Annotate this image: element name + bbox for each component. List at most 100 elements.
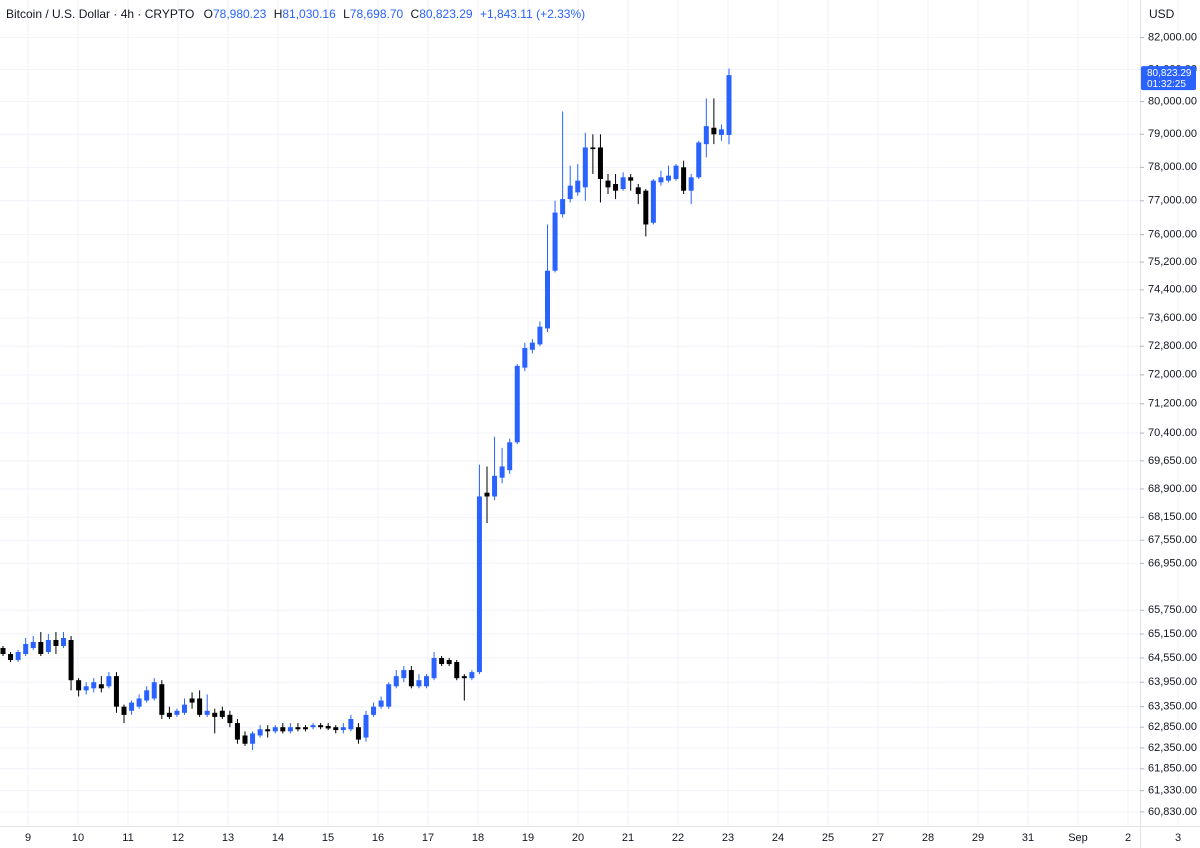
last-price-label: 80,823.29 bbox=[1147, 68, 1192, 79]
candle-body bbox=[499, 466, 505, 478]
x-tick-label: 27 bbox=[872, 832, 884, 844]
legend-label: O bbox=[204, 7, 213, 21]
y-tick-label: 69,650.00 bbox=[1148, 455, 1197, 467]
candle-body bbox=[227, 714, 233, 724]
x-tick-label: 18 bbox=[472, 832, 484, 844]
candle-body bbox=[613, 183, 619, 191]
candle-body bbox=[166, 712, 172, 717]
x-tick-label: Sep bbox=[1068, 832, 1088, 844]
y-tick-label: 72,800.00 bbox=[1148, 340, 1197, 352]
candle-body bbox=[560, 199, 566, 215]
candle-body bbox=[378, 700, 384, 707]
candle-body bbox=[295, 727, 301, 730]
candle-body bbox=[386, 684, 392, 707]
candle-body bbox=[106, 676, 112, 687]
y-tick-label: 73,600.00 bbox=[1148, 312, 1197, 324]
candle-body bbox=[522, 347, 528, 368]
candle-body bbox=[650, 180, 656, 223]
legend-label: L bbox=[343, 7, 350, 21]
candle-body bbox=[620, 177, 626, 190]
grid bbox=[0, 0, 1179, 826]
candle-body bbox=[113, 676, 119, 707]
candle-body bbox=[454, 662, 460, 679]
candle-body bbox=[333, 727, 339, 731]
candle-body bbox=[703, 126, 709, 145]
candle-body bbox=[242, 735, 248, 744]
x-tick-label: 25 bbox=[822, 832, 834, 844]
last-price-badge bbox=[1141, 66, 1196, 91]
candle-body bbox=[355, 727, 361, 740]
x-tick-label: 16 bbox=[372, 832, 384, 844]
candle-body bbox=[575, 180, 581, 193]
y-tick-label: 63,350.00 bbox=[1148, 701, 1197, 713]
x-tick-label: 17 bbox=[422, 832, 434, 844]
y-tick-label: 71,200.00 bbox=[1148, 398, 1197, 410]
candle-body bbox=[416, 680, 422, 687]
y-tick-label: 78,000.00 bbox=[1148, 161, 1197, 173]
legend-value: 80,823.29 bbox=[419, 7, 473, 21]
candle-body bbox=[673, 165, 679, 179]
candles bbox=[0, 68, 732, 750]
candle-body bbox=[597, 147, 603, 179]
candle-body bbox=[582, 147, 588, 188]
y-tick-label: 61,850.00 bbox=[1148, 763, 1197, 775]
candle-body bbox=[151, 682, 157, 699]
candle-body bbox=[628, 177, 634, 181]
candle-body bbox=[76, 680, 82, 691]
y-tick-label: 63,950.00 bbox=[1148, 676, 1197, 688]
candle-body bbox=[272, 727, 278, 732]
candle-body bbox=[643, 190, 649, 225]
x-tick-label: 29 bbox=[972, 832, 984, 844]
legend-label: C bbox=[411, 7, 420, 21]
candle-body bbox=[159, 684, 165, 715]
candle-body bbox=[144, 690, 150, 701]
candle-body bbox=[83, 686, 89, 691]
candle-body bbox=[250, 733, 256, 744]
countdown: 01:32:25 bbox=[1147, 79, 1186, 90]
y-tick-label: 82,000.00 bbox=[1148, 32, 1197, 44]
candle-body bbox=[371, 706, 377, 715]
x-tick-label: 2 bbox=[1125, 832, 1131, 844]
legend-label: H bbox=[274, 7, 283, 21]
y-tick-label: 68,150.00 bbox=[1148, 511, 1197, 523]
candle-body bbox=[424, 676, 429, 687]
candle-body bbox=[469, 672, 475, 679]
candle-body bbox=[711, 127, 717, 135]
y-tick-label: 62,350.00 bbox=[1148, 742, 1197, 754]
candle-body bbox=[98, 684, 104, 689]
candle-body bbox=[363, 714, 369, 738]
x-tick-label: 14 bbox=[272, 832, 284, 844]
axes: 82,000.0081,000.0080,000.0079,000.0078,0… bbox=[25, 32, 1197, 844]
y-tick-label: 74,400.00 bbox=[1148, 284, 1197, 296]
x-tick-label: 28 bbox=[922, 832, 934, 844]
change: +1,843.11 (+2.33%) bbox=[480, 7, 585, 21]
x-tick-label: 9 bbox=[25, 832, 31, 844]
candle-body bbox=[136, 698, 142, 707]
candle-body bbox=[174, 710, 180, 715]
candle-body bbox=[439, 658, 445, 665]
candle-body bbox=[53, 639, 59, 646]
candle-body bbox=[666, 175, 671, 181]
candle-body bbox=[265, 729, 271, 732]
y-tick-label: 79,000.00 bbox=[1148, 128, 1197, 140]
y-tick-label: 75,200.00 bbox=[1148, 256, 1197, 268]
candle-body bbox=[681, 167, 687, 191]
candle-body bbox=[23, 643, 29, 654]
candle-body bbox=[567, 185, 573, 200]
candle-body bbox=[0, 647, 6, 654]
y-tick-label: 77,000.00 bbox=[1148, 195, 1197, 207]
candle-body bbox=[726, 75, 732, 135]
legend-value: 81,030.16 bbox=[282, 7, 336, 21]
y-tick-label: 68,900.00 bbox=[1148, 483, 1197, 495]
candle-body bbox=[280, 727, 286, 732]
candle-body bbox=[492, 475, 498, 497]
candle-body bbox=[325, 725, 331, 729]
y-tick-label: 64,550.00 bbox=[1148, 652, 1197, 664]
y-tick-label: 67,550.00 bbox=[1148, 534, 1197, 546]
candle-body bbox=[212, 712, 218, 717]
candle-body bbox=[15, 651, 21, 661]
candle-body bbox=[605, 180, 611, 188]
legend-value: 78,698.70 bbox=[350, 7, 404, 21]
x-tick-label: 12 bbox=[172, 832, 184, 844]
candle-body bbox=[61, 638, 66, 646]
